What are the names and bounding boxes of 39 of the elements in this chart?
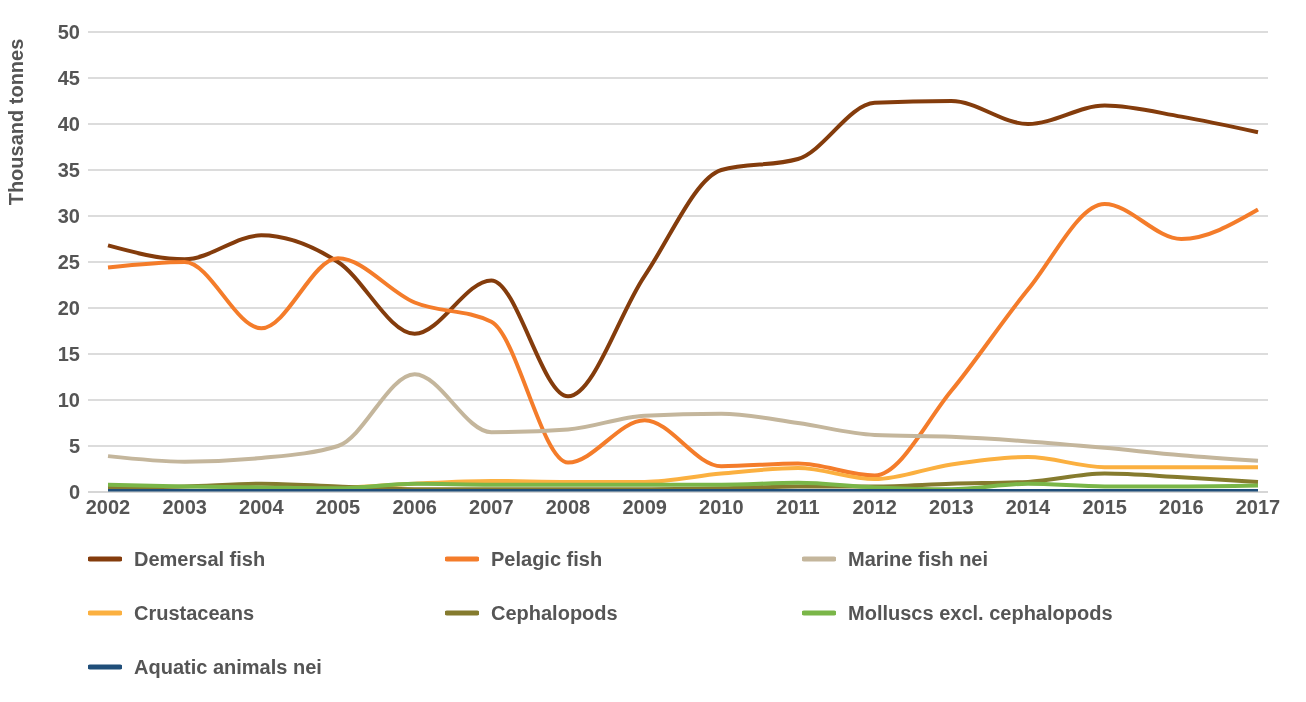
x-tick-label: 2010 [699, 496, 744, 519]
x-tick-label: 2015 [1082, 496, 1127, 519]
y-tick-label: 10 [57, 389, 80, 412]
y-tick-label: 5 [68, 435, 80, 458]
y-tick-label: 20 [57, 297, 80, 320]
x-tick-label: 2017 [1235, 496, 1281, 519]
legend-label: Demersal fish [134, 547, 266, 571]
legend-label: Aquatic animals nei [134, 655, 322, 679]
y-axis-title: Thousand tonnes [5, 38, 28, 206]
legend-label: Molluscs excl. cephalopods [848, 601, 1113, 625]
legend-label: Crustaceans [134, 601, 255, 625]
y-tick-label: 30 [57, 205, 80, 228]
x-tick-label: 2004 [239, 496, 285, 519]
y-tick-label: 40 [57, 113, 80, 136]
x-tick-label: 2011 [776, 496, 820, 519]
x-tick-label: 2014 [1005, 496, 1052, 519]
x-tick-label: 2016 [1159, 496, 1204, 519]
y-tick-label: 15 [57, 343, 80, 366]
legend-label: Pelagic fish [491, 547, 603, 571]
x-tick-label: 2003 [162, 496, 207, 519]
x-tick-label: 2013 [929, 496, 974, 519]
legend-label: Marine fish nei [848, 547, 989, 571]
x-tick-label: 2009 [622, 496, 667, 519]
x-tick-label: 2012 [852, 496, 897, 519]
y-tick-label: 35 [57, 159, 80, 182]
y-tick-label: 45 [57, 67, 80, 90]
line-series [106, 372, 1260, 464]
x-tick-label: 2008 [545, 496, 591, 519]
y-tick-label: 25 [57, 251, 80, 274]
x-tick-label: 2007 [469, 496, 514, 519]
x-tick-label: 2005 [315, 496, 361, 519]
legend-label: Cephalopods [491, 601, 618, 625]
line-series [106, 480, 1260, 492]
line-series [106, 202, 1260, 478]
x-tick-label: 2002 [85, 496, 131, 519]
y-tick-label: 50 [57, 21, 80, 44]
y-tick-label: 0 [68, 481, 80, 504]
x-tick-label: 2006 [392, 496, 437, 519]
line-series [106, 99, 1260, 399]
